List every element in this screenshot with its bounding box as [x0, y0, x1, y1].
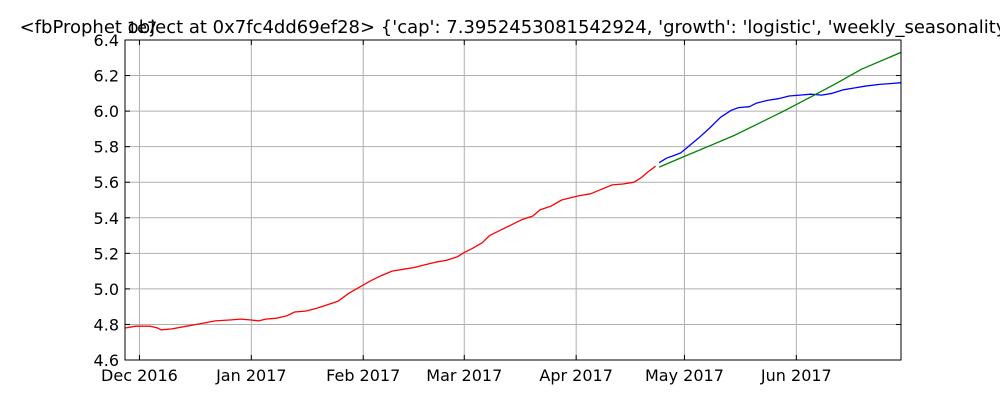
x-tick-label: Mar 2017	[426, 366, 502, 385]
x-tick-label: Dec 2016	[101, 366, 178, 385]
y-tick-label: 5.6	[94, 173, 119, 192]
y-tick-label: 4.8	[94, 315, 119, 334]
series-layer	[124, 51, 902, 331]
series-line-0	[124, 165, 656, 331]
series-line-2	[658, 51, 902, 168]
series-line-1	[658, 82, 902, 164]
y-tick-label: 5.4	[94, 209, 119, 228]
y-tick-label: 6.0	[94, 102, 119, 121]
x-tick-label: Jan 2017	[215, 366, 286, 385]
chart-title: <fbProphet object at 0x7fc4dd69ef28> {'c…	[20, 17, 1000, 38]
x-tick-label: Jun 2017	[760, 366, 832, 385]
y-tick-label: 5.2	[94, 244, 119, 263]
y-tick-label: 5.0	[94, 280, 119, 299]
y-tick-label: 5.8	[94, 138, 119, 157]
y-offset-label: 1e7	[127, 18, 157, 37]
ticks: Dec 2016 Jan 2017 Feb 2017 Mar 2017 Apr 2017…	[94, 31, 901, 385]
plot-frame	[124, 39, 902, 361]
x-tick-label: Feb 2017	[326, 366, 400, 385]
grid	[125, 40, 901, 360]
x-tick-label: May 2017	[645, 366, 724, 385]
y-tick-label: 4.6	[94, 351, 119, 370]
y-tick-label: 6.2	[94, 67, 119, 86]
y-tick-label: 6.4	[94, 31, 119, 50]
x-tick-label: Apr 2017	[539, 366, 612, 385]
